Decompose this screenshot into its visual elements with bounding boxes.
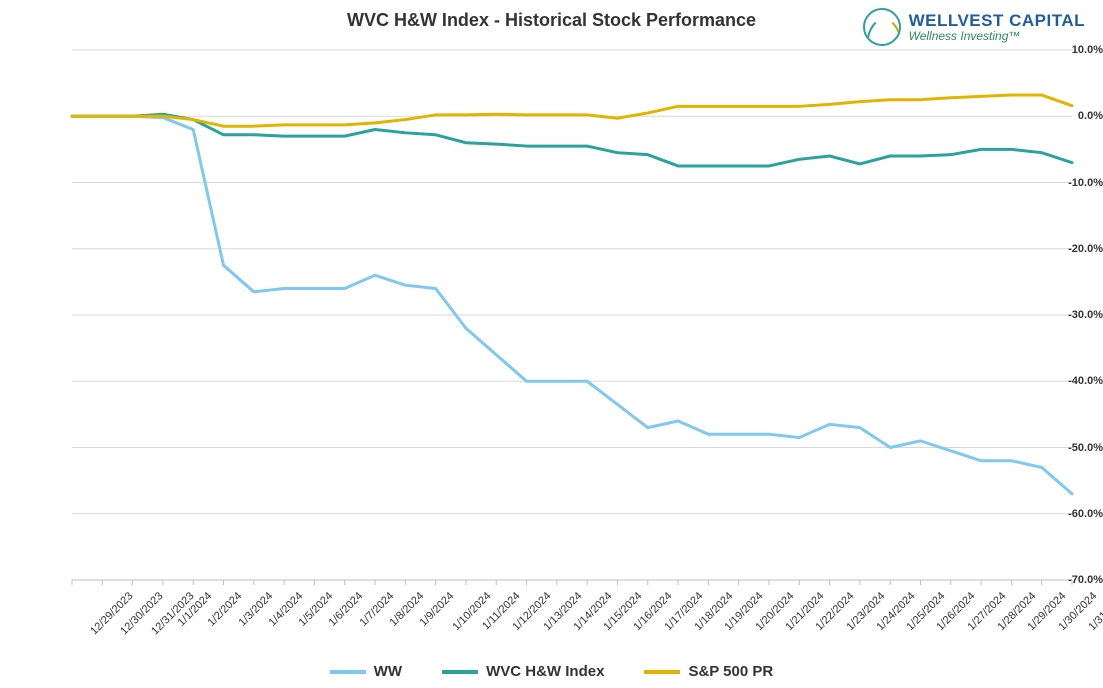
legend-label: WVC H&W Index [486,663,604,680]
y-tick-label: -40.0% [1039,375,1103,387]
y-tick-label: 10.0% [1039,44,1103,56]
legend-label: S&P 500 PR [688,663,773,680]
chart-container: WVC H&W Index - Historical Stock Perform… [0,0,1103,688]
legend-item: WW [330,663,402,680]
legend-label: WW [374,663,402,680]
legend-swatch [442,670,478,674]
legend-item: S&P 500 PR [644,663,773,680]
y-tick-label: -10.0% [1039,177,1103,189]
y-tick-label: -60.0% [1039,508,1103,520]
y-tick-label: -20.0% [1039,243,1103,255]
legend-swatch [644,670,680,674]
y-tick-label: -50.0% [1039,442,1103,454]
legend-item: WVC H&W Index [442,663,604,680]
legend: WW WVC H&W Index S&P 500 PR [0,663,1103,680]
y-tick-label: -30.0% [1039,309,1103,321]
y-tick-label: -70.0% [1039,574,1103,586]
legend-swatch [330,670,366,674]
y-tick-label: 0.0% [1039,110,1103,122]
line-chart [0,0,1103,688]
